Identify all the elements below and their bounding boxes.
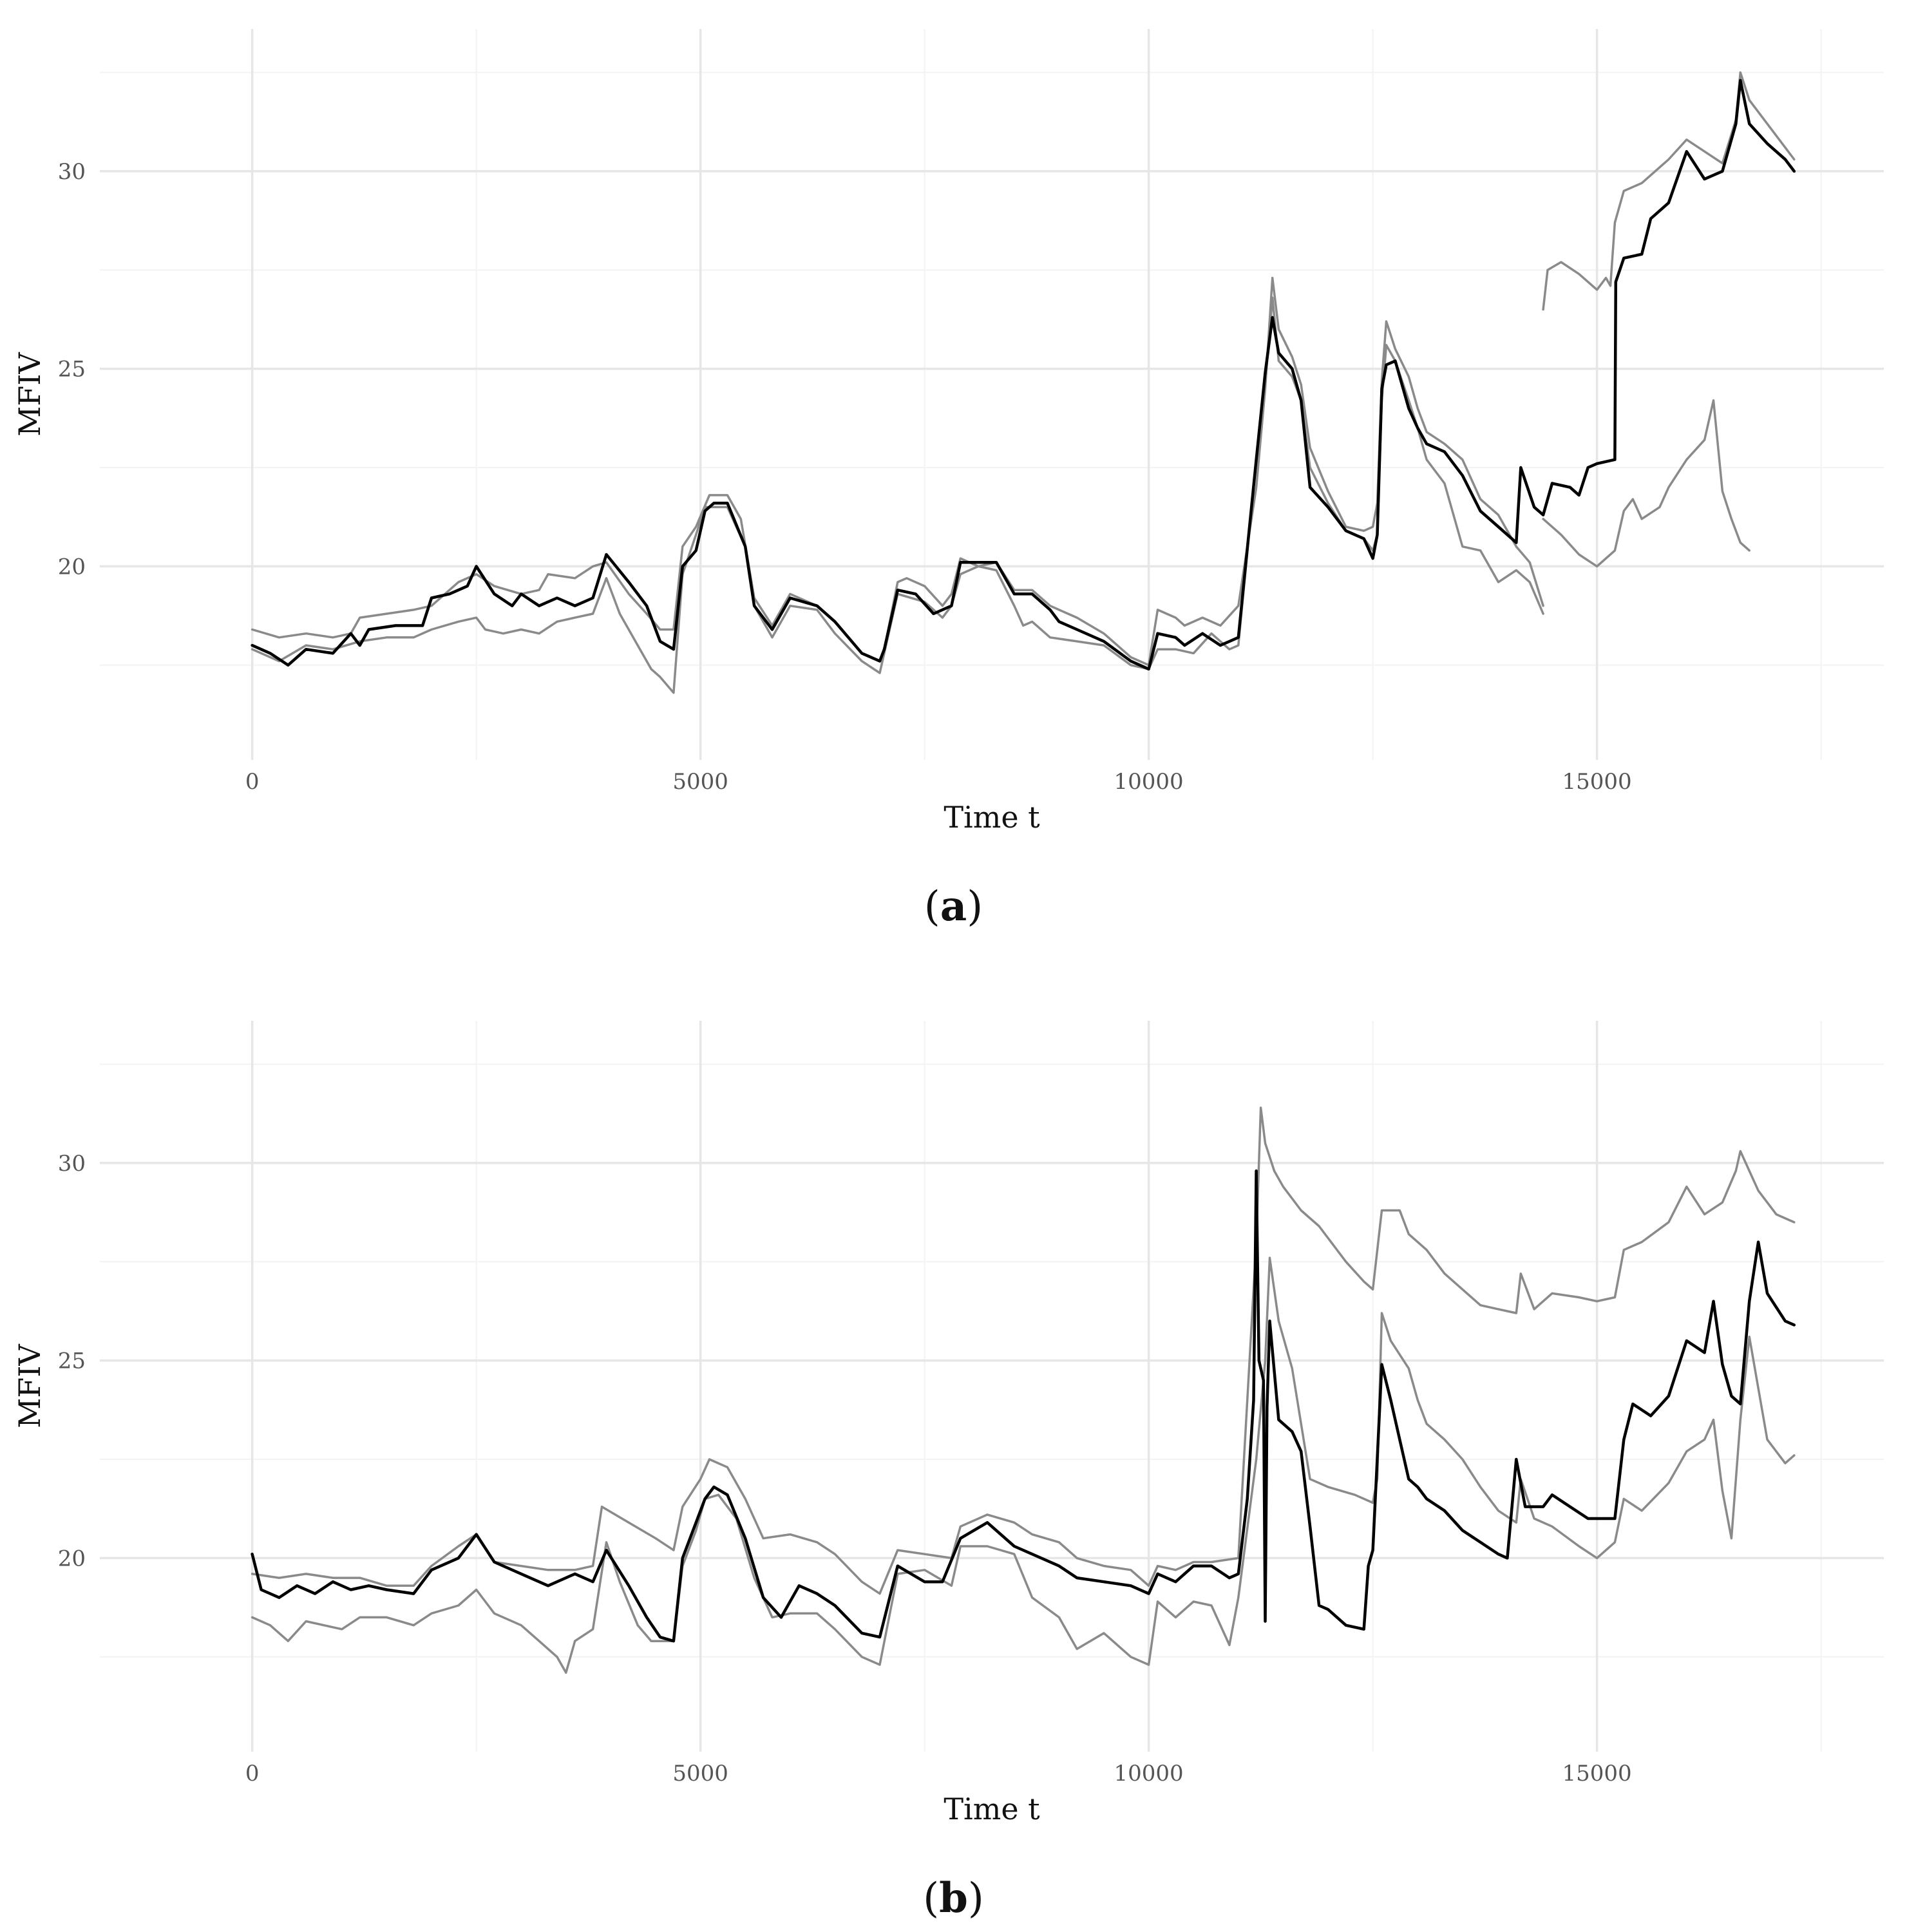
- series-line-upper: [1542, 71, 1796, 311]
- panel-a-caption: (a): [0, 882, 1907, 931]
- x-tick-label: 10000: [1114, 769, 1184, 795]
- caption-close: ): [967, 1875, 984, 1922]
- y-tick-label: 25: [58, 1349, 86, 1374]
- x-tick-label: 15000: [1562, 1761, 1631, 1786]
- series-line-estimate: [251, 79, 1796, 671]
- series-lines: [251, 71, 1796, 694]
- tick-labels: 20 25 30 0 5000 10000 15000: [58, 1151, 1632, 1786]
- caption-open: (: [923, 1875, 940, 1922]
- y-tick-label: 30: [58, 159, 86, 185]
- series-line-estimate: [251, 1169, 1796, 1643]
- panel-b-caption: (b): [0, 1874, 1907, 1922]
- y-tick-label: 25: [58, 357, 86, 383]
- x-tick-label: 0: [245, 1761, 260, 1786]
- caption-close: ): [967, 883, 983, 931]
- y-tick-label: 20: [58, 1546, 86, 1571]
- series-line-lower: [251, 296, 1544, 694]
- y-axis-label: MFIV: [12, 1344, 47, 1428]
- caption-open: (: [924, 883, 940, 931]
- x-axis-label: Time t: [944, 800, 1040, 835]
- y-tick-label: 20: [58, 554, 86, 580]
- grid: [100, 29, 1884, 760]
- x-tick-label: 5000: [672, 1761, 728, 1786]
- grid: [100, 1021, 1884, 1752]
- caption-letter: b: [939, 1874, 968, 1922]
- series-line-upper: [251, 1106, 1796, 1595]
- y-axis-label: MFIV: [12, 352, 47, 437]
- x-tick-label: 0: [245, 769, 260, 795]
- y-tick-label: 30: [58, 1151, 86, 1177]
- caption-letter: a: [940, 882, 967, 931]
- x-tick-label: 5000: [672, 769, 728, 795]
- tick-labels: 20 25 30 0 5000 10000 15000: [58, 159, 1632, 795]
- series-line-lower: [1542, 399, 1750, 568]
- chart-a-svg: 20 25 30 0 5000 10000 15000 Time t MFIV: [12, 29, 1884, 835]
- series-lines: [251, 1106, 1796, 1674]
- chart-b-svg: 20 25 30 0 5000 10000 15000 Time t MFIV: [12, 1021, 1884, 1826]
- series-line-lower: [251, 1256, 1796, 1674]
- chart-panel-a: 20 25 30 0 5000 10000 15000 Time t MFIV (a): [0, 29, 1907, 931]
- x-tick-label: 15000: [1562, 769, 1631, 795]
- series-line-upper: [251, 276, 1544, 667]
- x-tick-label: 10000: [1114, 1761, 1184, 1786]
- chart-panel-b: 20 25 30 0 5000 10000 15000 Time t MFIV (b): [0, 992, 1907, 1932]
- x-axis-label: Time t: [944, 1792, 1040, 1826]
